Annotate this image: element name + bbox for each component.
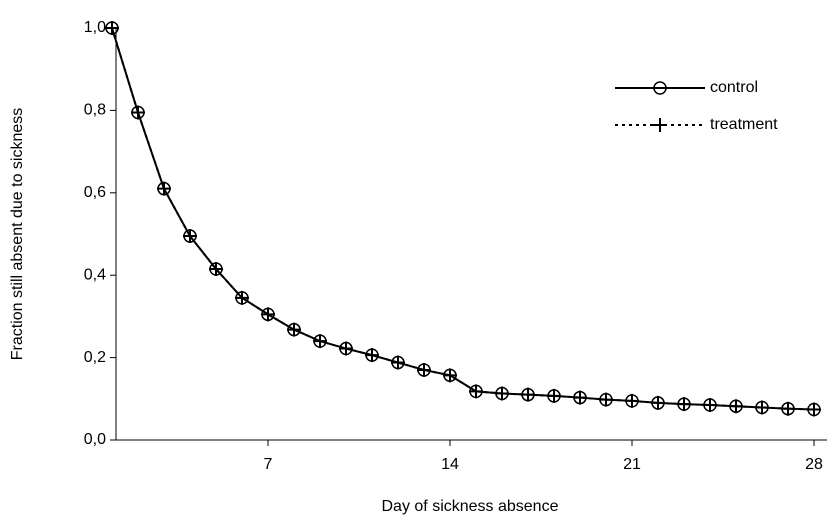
y-tick-label: 0,8 — [84, 102, 106, 119]
marker — [677, 397, 691, 412]
y-tick-label: 0,4 — [84, 266, 106, 283]
marker — [653, 81, 667, 95]
marker — [391, 355, 405, 370]
marker — [417, 362, 431, 377]
x-axis-label: Day of sickness absence — [382, 498, 559, 515]
marker — [339, 341, 353, 356]
marker — [703, 397, 717, 412]
y-tick-label: 0,2 — [84, 349, 106, 366]
marker — [365, 348, 379, 363]
marker — [599, 392, 613, 407]
marker — [443, 368, 457, 383]
marker — [469, 384, 483, 399]
legend-label: control — [710, 79, 758, 96]
x-tick-label: 7 — [264, 456, 273, 473]
legend-label: treatment — [710, 116, 778, 133]
marker — [653, 118, 667, 132]
marker — [755, 400, 769, 415]
marker — [521, 387, 535, 402]
marker — [729, 399, 743, 414]
marker — [235, 290, 249, 305]
marker — [781, 401, 795, 416]
marker — [313, 334, 327, 349]
y-tick-label: 0,6 — [84, 184, 106, 201]
y-tick-label: 1,0 — [84, 19, 106, 36]
marker — [547, 388, 561, 403]
marker — [183, 229, 197, 244]
marker — [157, 181, 171, 196]
marker — [651, 395, 665, 410]
marker — [573, 390, 587, 405]
marker — [209, 262, 223, 277]
marker — [625, 393, 639, 408]
x-tick-label: 14 — [441, 456, 459, 473]
series-line — [111, 27, 815, 411]
marker — [261, 307, 275, 322]
marker — [807, 402, 821, 417]
series-line — [111, 27, 815, 411]
y-tick-label: 0,0 — [84, 431, 106, 448]
marker — [105, 21, 119, 35]
marker — [287, 322, 301, 337]
x-tick-label: 28 — [805, 456, 823, 473]
x-tick-label: 21 — [623, 456, 641, 473]
y-axis-label: Fraction still absent due to sickness — [9, 108, 26, 361]
marker — [495, 386, 509, 401]
marker — [131, 105, 145, 120]
